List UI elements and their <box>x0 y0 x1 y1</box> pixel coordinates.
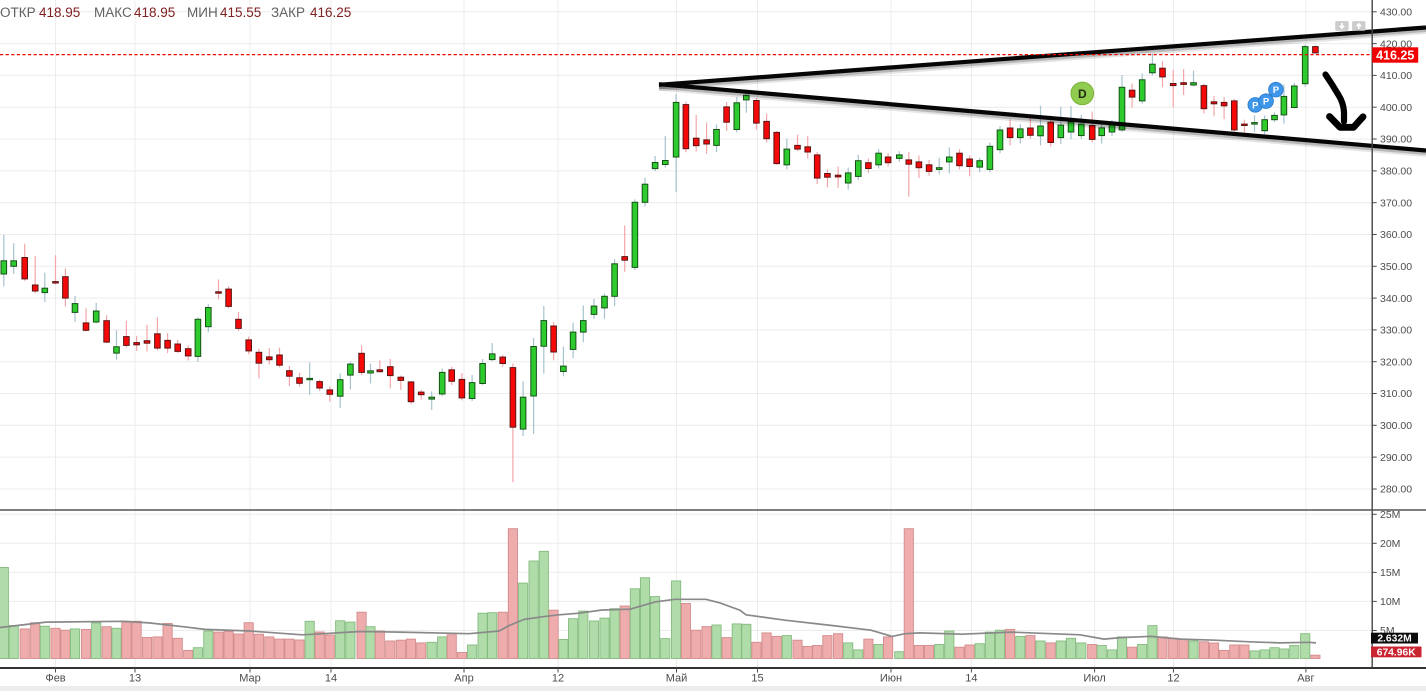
svg-text:Май: Май <box>666 673 688 685</box>
svg-text:15M: 15M <box>1380 567 1400 579</box>
svg-text:310.00: 310.00 <box>1380 388 1412 400</box>
svg-text:14: 14 <box>965 673 977 685</box>
svg-text:P: P <box>1252 100 1259 111</box>
svg-text:400.00: 400.00 <box>1380 102 1412 114</box>
svg-text:14: 14 <box>325 673 337 685</box>
svg-text:410.00: 410.00 <box>1380 70 1412 82</box>
svg-text:280.00: 280.00 <box>1380 484 1412 496</box>
svg-text:ОТКР: ОТКР <box>0 5 36 20</box>
svg-text:Апр: Апр <box>454 673 473 685</box>
svg-text:415.55: 415.55 <box>220 5 261 20</box>
svg-text:P: P <box>1263 97 1270 108</box>
svg-text:Авг: Авг <box>1297 673 1314 685</box>
svg-text:20M: 20M <box>1380 538 1400 550</box>
svg-text:340.00: 340.00 <box>1380 293 1412 305</box>
svg-text:Мар: Мар <box>239 673 261 685</box>
svg-text:416.25: 416.25 <box>310 5 351 20</box>
svg-text:300.00: 300.00 <box>1380 420 1412 432</box>
svg-text:290.00: 290.00 <box>1380 452 1412 464</box>
svg-text:12: 12 <box>552 673 564 685</box>
svg-text:2.632M: 2.632M <box>1377 634 1411 645</box>
svg-text:350.00: 350.00 <box>1380 261 1412 273</box>
svg-text:МАКС: МАКС <box>94 5 132 20</box>
svg-text:380.00: 380.00 <box>1380 166 1412 178</box>
svg-text:360.00: 360.00 <box>1380 229 1412 241</box>
svg-text:D: D <box>1078 87 1087 101</box>
svg-text:320.00: 320.00 <box>1380 356 1412 368</box>
svg-text:370.00: 370.00 <box>1380 197 1412 209</box>
svg-text:P: P <box>1273 85 1280 96</box>
svg-text:430.00: 430.00 <box>1380 7 1412 19</box>
svg-text:330.00: 330.00 <box>1380 325 1412 337</box>
svg-text:418.95: 418.95 <box>39 5 80 20</box>
svg-text:418.95: 418.95 <box>134 5 175 20</box>
svg-text:416.25: 416.25 <box>1376 49 1414 63</box>
svg-text:Фев: Фев <box>45 673 65 685</box>
svg-text:МИН: МИН <box>187 5 218 20</box>
svg-text:12: 12 <box>1167 673 1179 685</box>
svg-text:Июн: Июн <box>880 673 902 685</box>
svg-text:ЗАКР: ЗАКР <box>271 5 305 20</box>
svg-text:10M: 10M <box>1380 596 1400 608</box>
svg-text:13: 13 <box>129 673 141 685</box>
svg-text:674.96K: 674.96K <box>1377 647 1416 658</box>
svg-text:390.00: 390.00 <box>1380 134 1412 146</box>
svg-text:Июл: Июл <box>1083 673 1105 685</box>
svg-text:15: 15 <box>751 673 763 685</box>
svg-text:25M: 25M <box>1380 509 1400 521</box>
